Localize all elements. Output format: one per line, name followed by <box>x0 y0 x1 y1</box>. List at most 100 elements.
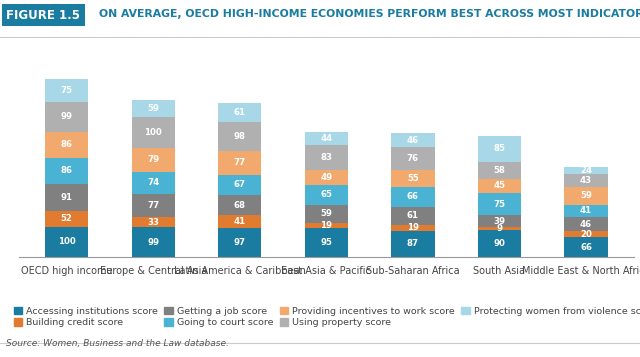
Text: 59: 59 <box>321 209 332 218</box>
Bar <box>218 122 262 151</box>
Bar <box>478 193 521 215</box>
Text: 65: 65 <box>321 191 332 200</box>
Bar <box>45 158 88 183</box>
Text: 85: 85 <box>493 144 506 153</box>
Bar <box>132 217 175 227</box>
Text: 41: 41 <box>234 217 246 226</box>
Text: 33: 33 <box>147 218 159 227</box>
Bar <box>478 230 521 257</box>
Text: 100: 100 <box>145 128 162 137</box>
Bar <box>305 185 348 205</box>
Text: 91: 91 <box>61 193 73 202</box>
Bar <box>218 215 262 228</box>
Text: 49: 49 <box>321 173 332 182</box>
Bar <box>564 174 607 187</box>
Text: 83: 83 <box>321 153 332 162</box>
Text: 58: 58 <box>493 166 506 175</box>
Text: 67: 67 <box>234 180 246 189</box>
Bar <box>391 225 435 231</box>
Text: 100: 100 <box>58 237 76 246</box>
Bar <box>218 151 262 175</box>
Bar <box>478 179 521 193</box>
Text: 99: 99 <box>147 238 159 247</box>
Text: 55: 55 <box>407 174 419 183</box>
Bar <box>218 228 262 257</box>
Text: 77: 77 <box>234 159 246 167</box>
Bar <box>45 102 88 132</box>
Text: 75: 75 <box>61 86 73 95</box>
Bar <box>564 217 607 231</box>
Bar <box>132 100 175 117</box>
Text: 39: 39 <box>493 217 506 226</box>
Text: 43: 43 <box>580 176 592 185</box>
Bar <box>305 132 348 145</box>
Bar <box>391 133 435 147</box>
Text: 9: 9 <box>497 224 502 233</box>
Bar <box>564 167 607 174</box>
Text: 61: 61 <box>407 211 419 220</box>
Bar <box>132 227 175 257</box>
Text: 75: 75 <box>493 200 506 208</box>
Bar <box>478 215 521 227</box>
Bar <box>132 148 175 172</box>
Bar <box>305 228 348 257</box>
Bar <box>391 170 435 187</box>
Text: 74: 74 <box>147 178 159 187</box>
Bar <box>391 187 435 207</box>
Text: 86: 86 <box>61 166 73 175</box>
Bar <box>478 136 521 162</box>
Text: 66: 66 <box>580 242 592 252</box>
Bar <box>305 170 348 185</box>
Text: 68: 68 <box>234 201 246 210</box>
Text: 97: 97 <box>234 238 246 247</box>
Text: 44: 44 <box>320 134 333 143</box>
Text: Source: Women, Business and the Law database.: Source: Women, Business and the Law data… <box>6 339 229 348</box>
Bar <box>45 132 88 158</box>
Bar <box>218 103 262 122</box>
Text: FIGURE 1.5: FIGURE 1.5 <box>6 9 81 22</box>
Text: 19: 19 <box>321 221 332 230</box>
Bar <box>391 207 435 225</box>
Text: ON AVERAGE, OECD HIGH-INCOME ECONOMIES PERFORM BEST ACROSS MOST INDICATORS: ON AVERAGE, OECD HIGH-INCOME ECONOMIES P… <box>99 9 640 19</box>
Text: 87: 87 <box>407 240 419 248</box>
Bar <box>305 223 348 228</box>
Text: 99: 99 <box>61 112 73 121</box>
Text: 61: 61 <box>234 108 246 117</box>
Bar <box>45 183 88 211</box>
Text: 59: 59 <box>147 104 159 113</box>
Bar <box>132 172 175 194</box>
Bar <box>564 237 607 257</box>
Bar <box>45 227 88 257</box>
Bar <box>305 205 348 223</box>
Text: 98: 98 <box>234 132 246 141</box>
Bar <box>218 175 262 195</box>
Bar <box>305 145 348 170</box>
Text: 95: 95 <box>321 238 332 247</box>
Bar <box>564 187 607 205</box>
Text: 86: 86 <box>61 140 73 149</box>
Legend: Accessing institutions score, Building credit score, Getting a job score, Going : Accessing institutions score, Building c… <box>12 305 640 329</box>
Bar <box>132 194 175 217</box>
Bar <box>478 227 521 230</box>
Text: 45: 45 <box>493 181 506 190</box>
Text: 46: 46 <box>407 136 419 145</box>
Bar <box>478 162 521 179</box>
Bar <box>218 195 262 215</box>
Text: 24: 24 <box>580 166 592 175</box>
Text: 66: 66 <box>407 192 419 201</box>
Bar <box>132 117 175 148</box>
Text: 41: 41 <box>580 206 592 216</box>
Bar <box>391 147 435 170</box>
Text: 77: 77 <box>147 201 159 210</box>
Bar <box>391 231 435 257</box>
Text: 52: 52 <box>61 215 73 223</box>
Text: 76: 76 <box>407 154 419 163</box>
Text: 19: 19 <box>407 223 419 232</box>
Text: 79: 79 <box>147 155 159 164</box>
Text: 46: 46 <box>580 220 592 228</box>
Text: 90: 90 <box>493 239 506 248</box>
Text: 20: 20 <box>580 230 592 238</box>
Bar <box>564 205 607 217</box>
Text: 59: 59 <box>580 191 592 200</box>
Bar <box>564 231 607 237</box>
